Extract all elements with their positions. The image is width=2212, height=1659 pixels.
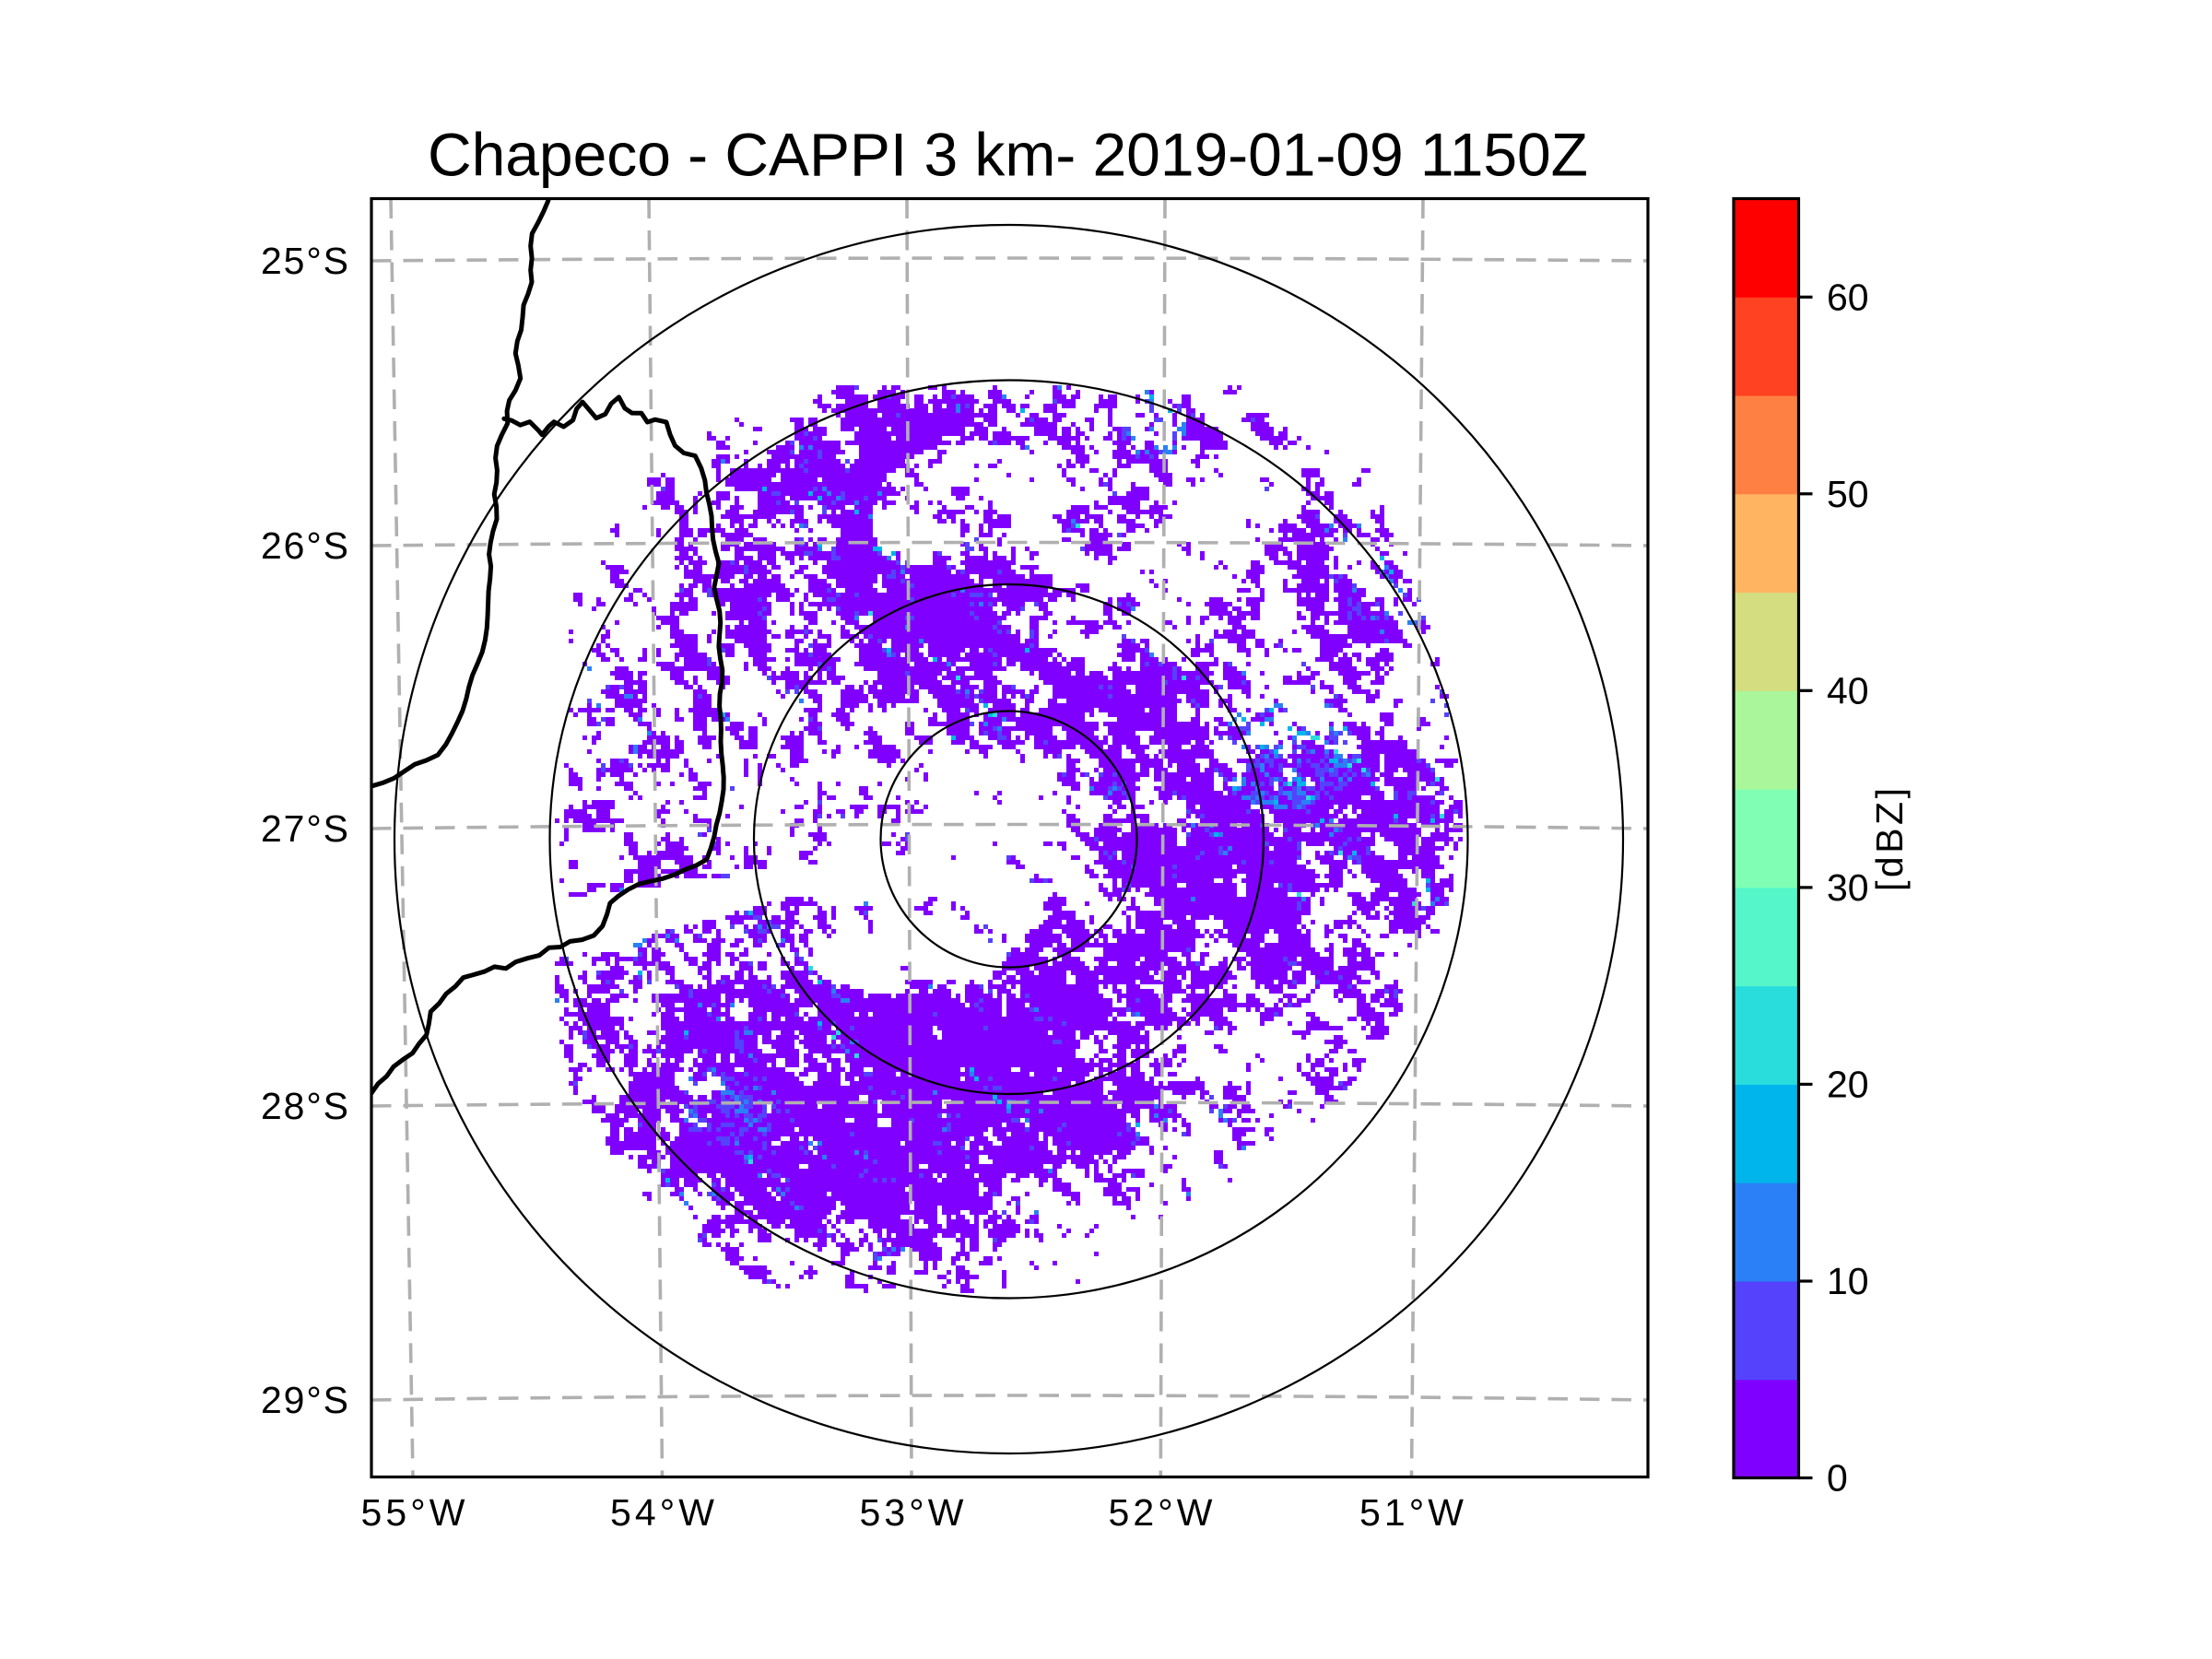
svg-text:51°W: 51°W [1359, 1491, 1464, 1534]
svg-text:55°W: 55°W [361, 1491, 465, 1534]
svg-text:50: 50 [1827, 473, 1869, 515]
svg-text:20: 20 [1827, 1063, 1869, 1105]
svg-text:[dBZ]: [dBZ] [1868, 788, 1911, 891]
svg-text:Chapeco - CAPPI 3 km- 2019-01-: Chapeco - CAPPI 3 km- 2019-01-09 1150Z [428, 121, 1588, 189]
svg-text:60: 60 [1827, 276, 1869, 318]
svg-text:0: 0 [1827, 1457, 1848, 1500]
svg-text:30: 30 [1827, 866, 1869, 909]
svg-text:52°W: 52°W [1109, 1491, 1213, 1534]
svg-text:54°W: 54°W [610, 1491, 714, 1534]
svg-text:40: 40 [1827, 669, 1869, 712]
svg-text:53°W: 53°W [860, 1491, 964, 1534]
svg-text:10: 10 [1827, 1260, 1869, 1302]
